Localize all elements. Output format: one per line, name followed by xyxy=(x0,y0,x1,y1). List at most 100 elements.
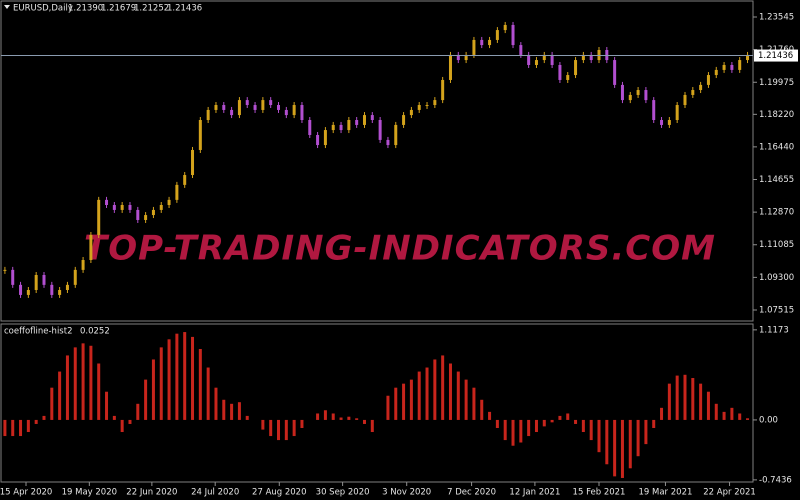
histogram-bar xyxy=(542,419,546,427)
histogram-bar xyxy=(534,419,538,433)
candle xyxy=(683,94,687,106)
histogram-bar xyxy=(605,419,609,465)
candle xyxy=(448,54,452,80)
histogram-bar xyxy=(386,395,390,420)
candle xyxy=(355,120,359,125)
histogram-bar xyxy=(550,419,554,423)
candle xyxy=(151,209,155,216)
y-tick-label: 1.1173 xyxy=(759,325,789,335)
histogram-bar xyxy=(198,348,202,420)
x-tick-label: 22 Jun 2020 xyxy=(126,488,177,498)
histogram-bar xyxy=(402,383,406,420)
histogram-bar xyxy=(323,410,327,420)
y-tick-label: 1.12870 xyxy=(759,208,794,218)
histogram-bar xyxy=(456,371,460,420)
candle xyxy=(167,199,171,205)
x-tick-label: 19 Mar 2021 xyxy=(639,488,693,498)
candle xyxy=(542,54,546,61)
histogram-bar xyxy=(214,387,218,420)
price-frame xyxy=(0,0,754,322)
x-tick-label: 15 Feb 2021 xyxy=(573,488,626,498)
candle xyxy=(550,54,554,65)
histogram-bar xyxy=(230,403,234,420)
candle xyxy=(277,105,281,110)
histogram-bar xyxy=(300,419,304,428)
x-tick-label: 19 May 2020 xyxy=(62,488,117,498)
indicator-value: 0.0252 xyxy=(80,327,110,337)
candle xyxy=(339,124,343,131)
candle xyxy=(261,100,265,110)
histogram-bar xyxy=(714,403,718,420)
histogram-bar xyxy=(519,419,523,443)
candle xyxy=(73,269,77,285)
indicator-name: coeffofline-hist2 xyxy=(4,327,72,337)
candle xyxy=(660,120,664,125)
histogram-bar xyxy=(26,419,30,433)
candle xyxy=(699,84,703,91)
candle xyxy=(230,109,234,116)
candle xyxy=(472,39,476,55)
histogram-bar xyxy=(105,391,109,420)
candle xyxy=(19,284,23,295)
histogram-bar xyxy=(495,419,499,428)
candle xyxy=(636,90,640,95)
candle xyxy=(253,105,257,110)
candle xyxy=(589,54,593,61)
histogram-bar xyxy=(636,419,640,457)
candle xyxy=(292,105,296,116)
candle xyxy=(605,49,609,61)
candle xyxy=(65,284,69,290)
y-tick-label: 1.18220 xyxy=(759,110,794,120)
last-price-box xyxy=(754,49,798,62)
histogram-bar xyxy=(167,339,171,420)
histogram-bar xyxy=(628,419,632,469)
ohlc-value: 1.21252 xyxy=(134,4,169,14)
histogram-bar xyxy=(112,415,116,420)
histogram-bar xyxy=(417,371,421,420)
histogram-bar xyxy=(691,378,695,420)
histogram-bar xyxy=(237,402,241,420)
histogram-bar xyxy=(558,415,562,420)
histogram-bar xyxy=(19,419,23,437)
histogram-bar xyxy=(339,417,343,420)
ohlc-value: 1.21390 xyxy=(68,4,103,14)
candle xyxy=(667,120,671,125)
candle xyxy=(675,105,679,121)
candle xyxy=(159,204,163,210)
histogram-bar xyxy=(136,403,140,420)
candle xyxy=(136,209,140,220)
histogram-bar xyxy=(746,418,750,420)
histogram-bar xyxy=(644,419,648,445)
histogram-bar xyxy=(355,418,359,420)
candle xyxy=(50,284,54,295)
x-tick-label: 7 Dec 2020 xyxy=(447,488,496,498)
candle xyxy=(26,289,30,295)
candle xyxy=(370,115,374,121)
histogram-bar xyxy=(73,347,77,420)
candle xyxy=(3,269,7,271)
candle xyxy=(183,175,187,185)
histogram-bar xyxy=(566,413,570,420)
histogram-bar xyxy=(58,371,62,420)
watermark: TOP-TRADING-INDICATORS.COM xyxy=(84,229,716,269)
histogram-bar xyxy=(722,411,726,420)
histogram-bar xyxy=(488,411,492,420)
histogram-bar xyxy=(675,375,679,420)
candle xyxy=(566,75,570,80)
candle xyxy=(316,134,320,146)
candle xyxy=(284,109,288,116)
candle xyxy=(433,100,437,106)
candle xyxy=(652,100,656,121)
y-tick-label: 1.11085 xyxy=(759,240,794,250)
candle xyxy=(738,60,742,70)
histogram-bar xyxy=(683,374,687,420)
histogram-bar xyxy=(50,387,54,420)
y-tick-label: -0.7436 xyxy=(759,475,792,485)
histogram-bar xyxy=(370,419,374,433)
histogram-bar xyxy=(3,419,7,437)
candle xyxy=(362,115,366,125)
histogram-bar xyxy=(738,413,742,420)
y-tick-label: 1.09300 xyxy=(759,273,794,283)
histogram-bar xyxy=(128,419,132,424)
